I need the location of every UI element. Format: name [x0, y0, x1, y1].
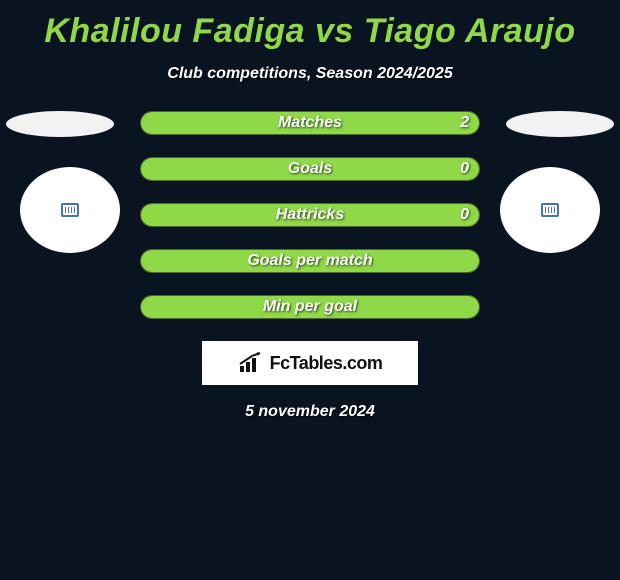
chart-icon [238, 352, 264, 374]
stat-bars: Matches 2 Goals 0 Hattricks 0 Goals per … [140, 111, 480, 319]
stat-fill [141, 250, 479, 272]
player-left-shadow [6, 111, 114, 137]
subtitle: Club competitions, Season 2024/2025 [0, 65, 620, 83]
comparison-stage: Matches 2 Goals 0 Hattricks 0 Goals per … [0, 111, 620, 319]
page-title: Khalilou Fadiga vs Tiago Araujo [0, 0, 620, 51]
stat-row-matches: Matches 2 [140, 111, 480, 135]
stat-value-right: 2 [460, 112, 469, 134]
player-left-avatar [20, 167, 120, 253]
stat-row-hattricks: Hattricks 0 [140, 203, 480, 227]
stat-fill [141, 158, 479, 180]
stat-row-min-per-goal: Min per goal [140, 295, 480, 319]
club-badge-placeholder-right [541, 203, 559, 217]
stat-fill [141, 296, 479, 318]
stat-value-right: 0 [460, 158, 469, 180]
stat-fill [141, 204, 479, 226]
stat-row-goals: Goals 0 [140, 157, 480, 181]
stat-fill [141, 112, 479, 134]
stat-row-goals-per-match: Goals per match [140, 249, 480, 273]
snapshot-date: 5 november 2024 [0, 403, 620, 421]
stat-value-right: 0 [460, 204, 469, 226]
club-badge-placeholder-left [61, 203, 79, 217]
brand-box: FcTables.com [202, 341, 418, 385]
player-right-shadow [506, 111, 614, 137]
brand-text: FcTables.com [270, 353, 383, 374]
player-right-avatar [500, 167, 600, 253]
